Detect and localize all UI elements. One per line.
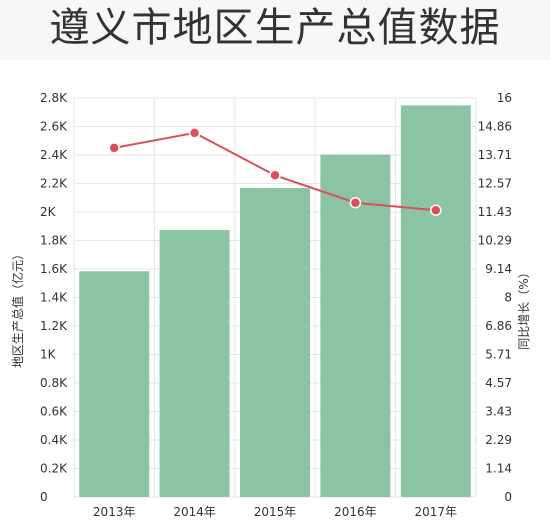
right-tick-label: 8: [504, 291, 512, 305]
right-tick-label: 16: [497, 91, 512, 105]
right-tick-label: 12.57: [478, 177, 512, 191]
left-tick-label: 2.4K: [40, 148, 68, 162]
x-tick-label: 2014年: [173, 505, 216, 519]
right-tick-label: 5.71: [485, 348, 512, 362]
left-tick-label: 2.6K: [40, 120, 68, 134]
left-tick-label: 0.8K: [40, 376, 68, 390]
bar: [240, 188, 310, 497]
right-axis-ticks: 0 1.14 2.29 3.43 4.57 5.71 6.86 8 9.14 10.29 11.43…: [478, 91, 512, 504]
right-tick-label: 11.43: [478, 205, 512, 219]
left-tick-label: 1.8K: [40, 234, 68, 248]
x-axis-ticks: 2013年 2014年 2015年 2016年 2017年: [93, 505, 457, 519]
right-tick-label: 1.14: [485, 462, 512, 476]
growth-point: [269, 169, 281, 182]
x-tick-label: 2015年: [254, 505, 297, 519]
bar: [79, 271, 150, 497]
chart-title: 遵义市地区生产总值数据: [49, 5, 501, 51]
growth-point: [349, 196, 362, 209]
growth-line-series: [108, 127, 442, 216]
left-tick-label: 2K: [40, 205, 57, 219]
left-tick-label: 2.8K: [40, 91, 68, 105]
left-tick-label: 0.4K: [40, 433, 68, 447]
growth-point: [430, 204, 442, 216]
right-tick-label: 13.71: [478, 148, 512, 162]
left-tick-label: 2.2K: [40, 177, 68, 191]
right-tick-label: 3.43: [485, 405, 512, 419]
right-tick-label: 2.29: [485, 433, 512, 447]
growth-point: [188, 127, 201, 139]
left-axis-ticks: 0 0.2K 0.4K 0.6K 0.8K 1K 1.2K 1.4K 1.6K 1.8K 2K 2.2…: [40, 91, 68, 504]
bar-series: [79, 105, 471, 497]
growth-point: [108, 142, 120, 154]
left-tick-label: 1.2K: [40, 319, 68, 333]
left-tick-label: 1K: [40, 348, 57, 362]
right-tick-label: 14.86: [478, 120, 512, 134]
right-tick-label: 4.57: [485, 376, 512, 390]
x-tick-label: 2013年: [93, 505, 136, 519]
right-tick-label: 10.29: [478, 234, 512, 248]
right-tick-label: 0: [504, 490, 512, 504]
right-tick-label: 9.14: [485, 262, 512, 276]
left-tick-label: 1.4K: [40, 291, 68, 305]
left-tick-label: 1.6K: [40, 262, 68, 276]
x-tick-label: 2016年: [334, 505, 377, 519]
bar: [159, 229, 230, 497]
left-tick-label: 0: [40, 490, 48, 504]
bar: [400, 105, 471, 497]
x-tick-label: 2017年: [415, 505, 458, 519]
right-tick-label: 6.86: [485, 319, 512, 333]
left-tick-label: 0.2K: [40, 462, 68, 476]
title-bar: [0, 0, 550, 60]
bar: [320, 154, 391, 497]
left-axis-title: 地区生产总值（亿元）: [10, 248, 25, 368]
left-tick-label: 0.6K: [40, 405, 68, 419]
right-axis-title: 同比增长（%）: [517, 266, 531, 349]
